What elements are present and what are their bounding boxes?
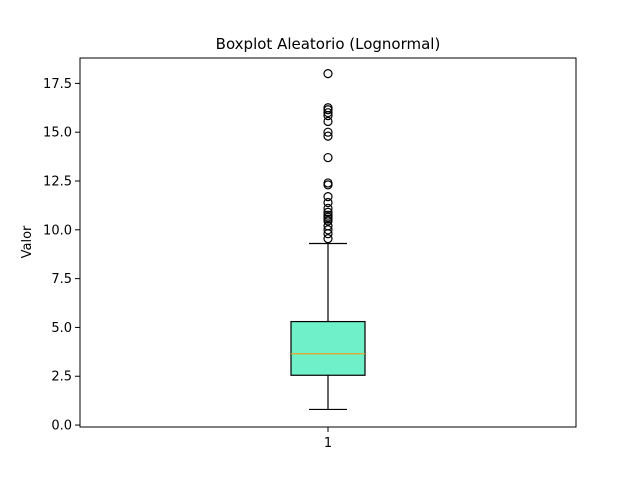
outlier-point bbox=[323, 69, 333, 79]
outlier-point bbox=[323, 197, 333, 208]
y-tick-label: 10.0 bbox=[43, 223, 72, 238]
y-axis-label: Valor bbox=[20, 225, 35, 258]
outlier-point bbox=[323, 192, 333, 202]
y-tick-label: 0.0 bbox=[51, 419, 72, 434]
y-tick-label: 7.5 bbox=[51, 272, 72, 287]
outlier-point bbox=[323, 233, 333, 244]
y-tick-label: 15.0 bbox=[43, 126, 72, 141]
box bbox=[290, 320, 366, 376]
x-tick-label: 1 bbox=[324, 436, 332, 451]
outlier-point bbox=[323, 116, 333, 127]
outlier-point bbox=[323, 207, 333, 217]
outlier-point bbox=[323, 225, 333, 235]
outlier-point bbox=[323, 221, 333, 231]
y-tick-label: 2.5 bbox=[51, 370, 72, 385]
chart-title: Boxplot Aleatorio (Lognormal) bbox=[216, 35, 441, 53]
outlier-point bbox=[323, 178, 333, 188]
outlier-point bbox=[323, 210, 333, 220]
outlier-point bbox=[323, 103, 333, 113]
outlier-point bbox=[323, 152, 333, 163]
outlier-point bbox=[323, 127, 333, 137]
y-tick-label: 5.0 bbox=[51, 321, 72, 336]
y-tick-label: 17.5 bbox=[43, 77, 72, 92]
outlier-point bbox=[323, 203, 333, 213]
outlier-point bbox=[323, 108, 333, 118]
y-tick-label: 12.5 bbox=[43, 175, 72, 190]
plot-area: 0.0 2.5 5.0 7.5 10.0 12.5 15.0 17.5 1 bbox=[43, 57, 577, 451]
plot-frame bbox=[79, 57, 577, 428]
outlier-point bbox=[323, 131, 333, 141]
